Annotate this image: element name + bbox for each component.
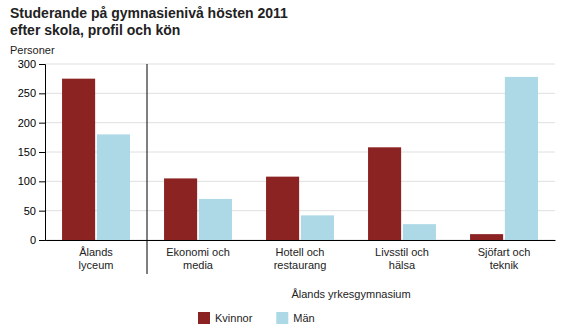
separator (147, 64, 148, 274)
tick-mark (39, 93, 45, 94)
tick-mark (39, 181, 45, 182)
series (62, 79, 503, 240)
bar (199, 199, 232, 240)
y-tick: 300 (18, 58, 45, 70)
legend-swatch (198, 312, 210, 324)
legend-item: Kvinnor (198, 312, 253, 324)
grid (45, 64, 555, 240)
text-line: efter skola, profil och kön (10, 22, 180, 38)
tick-label: 50 (24, 205, 36, 217)
text-line: Hotell och (276, 246, 325, 258)
y-tick: 100 (18, 175, 45, 187)
grid-line (45, 93, 555, 94)
bar (266, 177, 299, 240)
tick-label: 300 (18, 58, 36, 70)
legend: Kvinnor Män (198, 312, 315, 324)
tick-mark (39, 64, 45, 65)
text-line: restaurang (274, 259, 327, 271)
text-line: Ålands (79, 246, 113, 258)
tick-mark (39, 123, 45, 124)
text-line: teknik (490, 259, 519, 271)
axis-line (46, 240, 556, 241)
x-labels: Ålandslyceum Ekonomi ochmedia Hotell ochre… (79, 246, 531, 271)
axis-line (39, 65, 46, 241)
series (97, 77, 538, 240)
tick-label: 200 (18, 117, 36, 129)
bar (301, 215, 334, 240)
legend-label: Kvinnor (215, 312, 253, 324)
bar (368, 147, 401, 240)
bar (62, 79, 95, 240)
x-tick-label: Sjöfart ochteknik (478, 246, 531, 271)
x-tick-label: Ålandslyceum (79, 246, 114, 271)
annotation: Ålands yrkesgymnasium (291, 288, 410, 300)
tick-mark (39, 152, 45, 153)
y-tick: 200 (18, 117, 45, 129)
grid-line (45, 122, 555, 123)
chart: Studerande på gymnasienivå hösten 2011ef… (0, 0, 570, 336)
y-tick: 0 (30, 234, 45, 246)
bar (470, 234, 503, 240)
x-tick-label: Livsstil ochhälsa (375, 246, 429, 271)
legend-swatch (276, 312, 288, 324)
x-axis (46, 240, 556, 241)
bar (97, 134, 130, 240)
text-line: Studerande på gymnasienivå hösten 2011 (10, 5, 288, 21)
legend-item: Män (276, 312, 314, 324)
y-label: Personer (10, 44, 55, 56)
y-tick: 50 (24, 205, 45, 217)
tick-label: 0 (30, 234, 36, 246)
x-tick-label: Hotell ochrestaurang (274, 246, 327, 271)
title: Studerande på gymnasienivå hösten 2011ef… (10, 5, 288, 38)
bar (403, 224, 436, 240)
tick-mark (39, 211, 45, 212)
bars (62, 77, 538, 240)
y-tick: 150 (18, 146, 45, 158)
bar (505, 77, 538, 240)
plot: 0 50 100 150 200 250 300 Ålandslyceum Ekonomi oc… (18, 58, 556, 324)
tick-label: 150 (18, 146, 36, 158)
text-line: hälsa (389, 259, 416, 271)
grid-line (45, 64, 555, 65)
text-line: lyceum (79, 259, 114, 271)
x-tick-label: Ekonomi ochmedia (166, 246, 230, 271)
tick-label: 100 (18, 175, 36, 187)
y-axis: 0 50 100 150 200 250 300 (18, 58, 46, 246)
bar (164, 178, 197, 240)
text-line: Ekonomi och (166, 246, 230, 258)
legend-label: Män (293, 312, 314, 324)
text-line: media (183, 259, 214, 271)
y-tick: 250 (18, 87, 45, 99)
text-line: Livsstil och (375, 246, 429, 258)
tick-label: 250 (18, 87, 36, 99)
text-line: Sjöfart och (478, 246, 531, 258)
tick-mark (39, 240, 45, 241)
